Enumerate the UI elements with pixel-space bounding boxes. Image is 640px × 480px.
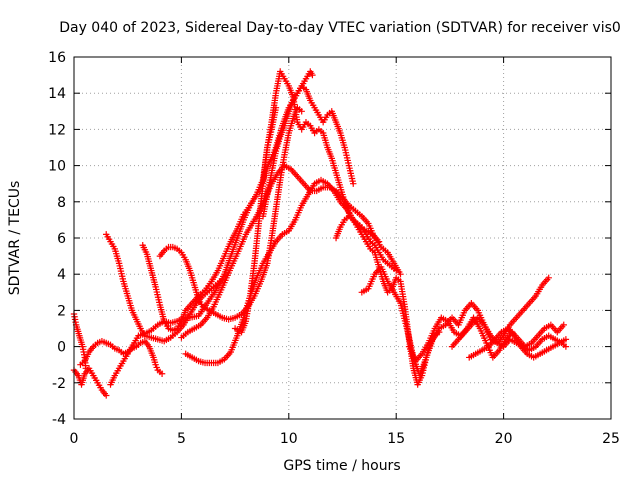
y-tick-label: 2 bbox=[57, 303, 66, 319]
y-axis-title: SDTVAR / TECUs bbox=[7, 181, 23, 296]
series-track-14 bbox=[405, 314, 567, 365]
x-tick-label: 0 bbox=[70, 431, 79, 447]
y-tick-label: 4 bbox=[57, 267, 66, 283]
series-track-9 bbox=[182, 176, 383, 367]
axes: 0 5 10 15 20 25 -4 -2 0 2 4 6 8 10 12 14 16 bbox=[48, 50, 620, 447]
x-tick-label: 15 bbox=[387, 431, 405, 447]
y-tick-label: 14 bbox=[48, 86, 66, 102]
y-tick-label: 16 bbox=[48, 50, 66, 66]
series-track-3 bbox=[77, 337, 166, 377]
series-track-13 bbox=[358, 263, 552, 379]
data-point-marker bbox=[82, 365, 90, 372]
data-point-marker bbox=[350, 180, 357, 187]
y-tick-label: 0 bbox=[57, 340, 66, 356]
y-tick-label: -4 bbox=[52, 412, 66, 428]
plot-frame bbox=[73, 56, 612, 420]
x-tick-label: 20 bbox=[495, 431, 513, 447]
series-line bbox=[468, 327, 567, 359]
series-track-4 bbox=[103, 231, 226, 345]
chart-title: Day 040 of 2023, Sidereal Day-to-day VTE… bbox=[59, 20, 621, 36]
y-tick-label: 8 bbox=[57, 195, 66, 211]
data-point-marker bbox=[309, 71, 316, 79]
x-tick-label: 5 bbox=[177, 431, 186, 447]
series-layer bbox=[70, 68, 570, 399]
y-tick-label: 12 bbox=[48, 122, 66, 138]
series-track-16 bbox=[466, 325, 570, 361]
y-tick-label: 10 bbox=[48, 159, 66, 175]
data-point-marker bbox=[562, 336, 570, 343]
data-point-marker bbox=[560, 321, 567, 329]
y-tick-label: -2 bbox=[52, 376, 66, 392]
x-axis-title: GPS time / hours bbox=[283, 458, 400, 474]
data-point-marker bbox=[298, 108, 305, 115]
x-tick-label: 25 bbox=[602, 431, 620, 447]
data-point-marker bbox=[562, 343, 570, 350]
data-point-marker bbox=[375, 238, 383, 245]
x-tick-label: 10 bbox=[280, 431, 298, 447]
data-point-marker bbox=[545, 274, 552, 282]
series-track-15 bbox=[448, 314, 570, 354]
series-track-11 bbox=[259, 82, 357, 220]
series-track-1 bbox=[70, 365, 110, 399]
series-track-8 bbox=[178, 162, 404, 341]
data-point-marker bbox=[397, 271, 404, 278]
data-point-marker bbox=[158, 370, 166, 377]
data-point-marker bbox=[103, 392, 110, 399]
y-tick-label: 6 bbox=[57, 231, 66, 247]
data-point-marker bbox=[393, 267, 400, 274]
